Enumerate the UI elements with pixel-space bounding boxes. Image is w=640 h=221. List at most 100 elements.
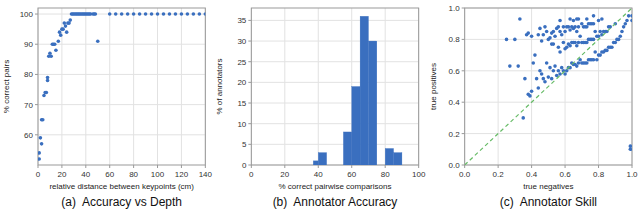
grid-line xyxy=(318,8,319,165)
tick-label: 0.8 xyxy=(593,170,605,179)
point xyxy=(610,45,614,49)
tick xyxy=(462,102,465,103)
point xyxy=(550,77,554,81)
grid-line xyxy=(251,61,418,62)
tick-label: 0.2 xyxy=(493,170,505,179)
bar xyxy=(302,165,314,166)
tick-label: 60 xyxy=(347,170,356,179)
point xyxy=(198,12,202,16)
tick xyxy=(85,165,86,168)
tick xyxy=(248,165,251,166)
point xyxy=(557,45,561,49)
tick-label: 0 xyxy=(36,170,41,179)
tick xyxy=(462,70,465,71)
tick-label: 100 xyxy=(412,170,426,179)
tick xyxy=(205,165,206,168)
tick xyxy=(248,103,251,104)
bar xyxy=(385,148,393,165)
point xyxy=(580,22,584,26)
point xyxy=(575,30,579,34)
caption: (b) Annotator Accuracy xyxy=(273,195,398,209)
point xyxy=(622,25,626,29)
marks xyxy=(38,12,205,161)
point xyxy=(625,19,629,23)
point xyxy=(38,157,41,161)
grid-line xyxy=(61,8,62,165)
background xyxy=(0,0,640,221)
point xyxy=(536,33,540,37)
tick xyxy=(318,165,319,168)
tick xyxy=(35,134,38,135)
point xyxy=(552,42,556,46)
point xyxy=(560,66,564,70)
point xyxy=(573,41,577,45)
point xyxy=(543,25,547,29)
tick xyxy=(248,41,251,42)
tick-label: 40 xyxy=(81,170,90,179)
tick-label: 0.0 xyxy=(449,161,461,170)
point xyxy=(68,18,72,22)
grid-line xyxy=(38,134,205,135)
point xyxy=(192,12,196,16)
tick-label: 1.0 xyxy=(626,170,638,179)
point xyxy=(46,76,50,80)
point xyxy=(560,33,564,37)
grid-line xyxy=(251,103,418,104)
tick xyxy=(462,8,465,9)
bar xyxy=(327,165,335,166)
tick xyxy=(248,20,251,21)
point xyxy=(552,69,556,73)
point xyxy=(620,30,624,34)
x-axis-label: % correct pairwise comparisons xyxy=(279,182,392,191)
point xyxy=(577,61,581,65)
point xyxy=(150,12,154,16)
grid-line xyxy=(251,82,418,83)
point xyxy=(553,64,557,68)
tick xyxy=(351,165,352,168)
point xyxy=(156,12,160,16)
bar xyxy=(368,41,376,165)
tick xyxy=(109,165,110,168)
point xyxy=(597,19,601,23)
point xyxy=(558,19,562,23)
grid-line xyxy=(465,70,632,71)
tick-label: 25 xyxy=(237,58,246,67)
tick-label: 35 xyxy=(237,16,246,25)
point xyxy=(38,151,41,155)
point xyxy=(186,12,190,16)
point xyxy=(558,30,562,34)
point xyxy=(545,30,549,34)
point xyxy=(568,17,572,21)
point xyxy=(605,49,609,53)
point xyxy=(40,142,44,146)
tick xyxy=(248,144,251,145)
point xyxy=(558,50,562,54)
point xyxy=(132,12,136,16)
tick-label: 80 xyxy=(24,70,33,79)
grid-line xyxy=(157,8,158,165)
tick-label: 70 xyxy=(24,101,33,110)
bar xyxy=(268,165,285,166)
point xyxy=(565,45,569,49)
tick xyxy=(35,74,38,75)
point xyxy=(96,39,100,43)
bar xyxy=(313,161,318,165)
tick xyxy=(531,165,532,168)
y-axis-label: true positives xyxy=(429,63,438,110)
point xyxy=(516,64,520,68)
tick xyxy=(385,165,386,168)
tick xyxy=(61,165,62,168)
point xyxy=(578,34,582,38)
tick-label: 140 xyxy=(199,170,213,179)
x-axis-label: true negatives xyxy=(523,182,573,191)
x-axis-label: relative distance between keypoints (cm) xyxy=(49,182,194,191)
tick-label: 0 xyxy=(249,170,254,179)
point xyxy=(630,14,632,18)
grid-line xyxy=(251,41,418,42)
caption: (a) Accuracy vs Depth xyxy=(61,195,182,209)
tick xyxy=(248,61,251,62)
panel: 02040608010012014060708090100relative di… xyxy=(2,8,213,209)
point xyxy=(600,17,604,21)
bar xyxy=(360,16,368,165)
tick xyxy=(35,44,38,45)
